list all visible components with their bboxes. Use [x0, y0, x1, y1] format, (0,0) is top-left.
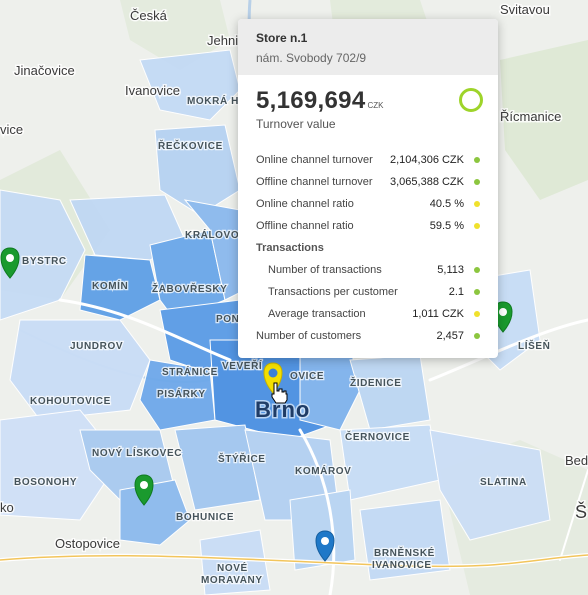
metric-value: 5,113	[437, 264, 464, 276]
metric-label: Online channel ratio	[256, 198, 354, 210]
metric-row: Online channel turnover 2,104,306 CZK	[256, 149, 480, 171]
district-label: OVICE	[290, 371, 324, 382]
town-label: ko	[0, 500, 14, 515]
district-label: LÍŠEŇ	[518, 339, 550, 352]
popup-header: Store n.1 nám. Svobody 702/9	[238, 19, 498, 75]
metric-value: 2,457	[436, 330, 464, 342]
metric-label: Offline channel turnover	[256, 176, 373, 188]
district-label: MORAVANY	[201, 575, 263, 586]
status-dot-icon	[474, 179, 480, 185]
district-label: ČERNOVICE	[345, 430, 410, 443]
metric-row: Online channel ratio 40.5 %	[256, 193, 480, 215]
metric-label: Transactions per customer	[268, 286, 398, 298]
metric-value: 2.1	[448, 286, 464, 298]
metric-value: 1,011 CZK	[412, 308, 464, 320]
district-label: JUNDROV	[70, 341, 123, 352]
district-label: ŘEČKOVICE	[158, 139, 223, 152]
district-label: KOMÍN	[92, 279, 128, 292]
district-label: IVANOVICE	[372, 560, 432, 571]
metric-value: 59.5 %	[429, 220, 464, 232]
turnover-value: 5,169,694	[256, 87, 366, 114]
metric-label: Number of customers	[256, 330, 362, 342]
district-label: ŠTÝŘICE	[218, 452, 266, 465]
metric-row: Average transaction 1,011 CZK	[256, 303, 480, 325]
town-label: Svitavou	[500, 2, 550, 17]
green-pin-bosonohy[interactable]	[134, 474, 154, 506]
district-label: ŽABOVŘESKY	[152, 282, 227, 295]
store-address: nám. Svobody 702/9	[256, 51, 367, 65]
district-label: BOHUNICE	[176, 512, 234, 523]
metric-row: Offline channel turnover 3,065,388 CZK	[256, 171, 480, 193]
metric-row: Number of transactions 5,113	[256, 259, 480, 281]
metric-label: Offline channel ratio	[256, 220, 354, 232]
district-label: PON	[216, 314, 239, 325]
section-label: Transactions	[256, 242, 324, 254]
district-label: KOHOUTOVICE	[30, 396, 111, 407]
town-label: Česká	[130, 8, 168, 23]
metric-value: 2,104,306 CZK	[390, 154, 464, 166]
district-label: PISÁRKY	[157, 387, 206, 400]
metric-row: Transactions per customer 2.1	[256, 281, 480, 303]
blue-pin-komarov[interactable]	[315, 530, 335, 562]
metrics-list: Online channel turnover 2,104,306 CZK Of…	[238, 149, 498, 347]
store-name: Store n.1	[256, 31, 308, 45]
district-label: NOVÝ LÍSKOVEC	[92, 446, 182, 459]
district-label: KOMÁROV	[295, 464, 351, 477]
town-label: Jinačovice	[14, 63, 75, 78]
store-popup: Store n.1 nám. Svobody 702/9 5,169,694 CZ…	[238, 19, 498, 358]
status-dot-icon	[474, 289, 480, 295]
district-label: SLATINA	[480, 477, 527, 488]
metric-row: Offline channel ratio 59.5 %	[256, 215, 480, 237]
status-dot-icon	[474, 333, 480, 339]
town-label: Š	[575, 501, 587, 522]
status-dot-icon	[474, 157, 480, 163]
district-label: KRÁLOVO	[185, 228, 239, 241]
transactions-heading: Transactions	[256, 237, 480, 259]
district-label: BYSTRC	[22, 256, 67, 267]
status-dot-icon	[474, 223, 480, 229]
metric-value: 3,065,388 CZK	[390, 176, 464, 188]
town-label: Jehni	[207, 33, 238, 48]
district-label: ŽIDENICE	[350, 376, 401, 389]
district-label: VEVEŘÍ	[222, 359, 262, 372]
town-label: Řícmanice	[500, 109, 561, 124]
status-dot-icon	[474, 201, 480, 207]
metric-label: Average transaction	[268, 308, 366, 320]
turnover-label: Turnover value	[256, 117, 336, 131]
status-dot-icon	[474, 311, 480, 317]
metric-label: Online channel turnover	[256, 154, 373, 166]
green-pin-bystrc[interactable]	[0, 247, 20, 279]
hand-pointer-icon	[271, 382, 288, 404]
district-label: STRÁNICE	[162, 365, 218, 378]
town-label: Bedř	[565, 453, 588, 468]
metric-row: Number of customers 2,457	[256, 325, 480, 347]
turnover-summary: 5,169,694 CZK Turnover value	[238, 75, 498, 149]
metric-label: Number of transactions	[268, 264, 382, 276]
town-label: vice	[0, 122, 23, 137]
status-dot-icon	[474, 267, 480, 273]
district-label: BRNĚNSKÉ	[374, 546, 435, 559]
turnover-unit: CZK	[367, 101, 384, 110]
town-label: Ostopovice	[55, 536, 120, 551]
ring-indicator-icon	[459, 88, 483, 112]
metric-value: 40.5 %	[429, 198, 464, 210]
town-label: Ivanovice	[125, 83, 180, 98]
district-label: BOSONOHY	[14, 477, 77, 488]
district-label: NOVÉ	[217, 561, 248, 574]
district-label: MOKRÁ HO	[187, 94, 247, 107]
green-pin-lisen[interactable]	[493, 301, 513, 333]
